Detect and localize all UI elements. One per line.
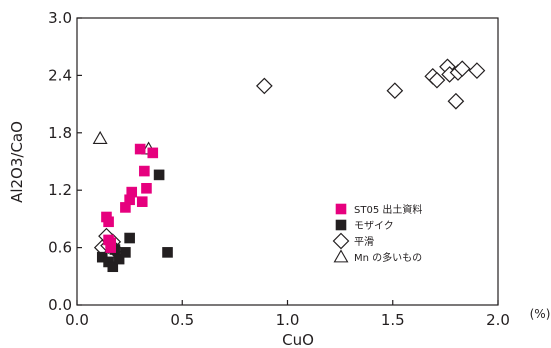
data-point	[92, 130, 108, 144]
legend-marker	[332, 232, 350, 250]
x-axis-unit: (%)	[530, 307, 551, 321]
data-point	[147, 147, 159, 159]
data-point	[105, 242, 116, 253]
data-marks	[92, 58, 486, 273]
y-tick-label: 0.0	[48, 296, 72, 314]
legend-marker	[333, 249, 349, 263]
data-point	[134, 143, 146, 155]
data-point	[428, 71, 446, 89]
y-tick-label: 3.0	[48, 9, 72, 27]
legend-label: モザイク	[354, 220, 394, 232]
data-point	[162, 247, 173, 258]
data-point	[103, 216, 114, 228]
legend-marker	[335, 219, 347, 231]
data-point	[124, 232, 135, 244]
x-axis-title: CuO	[282, 331, 314, 348]
data-point	[255, 77, 273, 95]
x-tick-label: 0.5	[170, 311, 194, 329]
x-tick-label: 0.0	[65, 311, 89, 329]
legend-label: Mn の多いもの	[354, 251, 422, 264]
y-tick-label: 0.6	[48, 239, 72, 257]
data-point	[453, 60, 471, 78]
plot-frame	[76, 17, 499, 306]
y-axis-title: Al2O3/CaO	[8, 121, 26, 203]
y-tick-label: 1.8	[48, 124, 72, 142]
data-point	[468, 62, 486, 79]
y-tick-label: 1.2	[48, 181, 72, 199]
x-tick-label: 2.0	[486, 311, 510, 329]
data-point	[447, 92, 465, 110]
legend-marker	[335, 203, 347, 215]
legend-label: ST05 出土資料	[354, 203, 422, 216]
data-point	[126, 186, 138, 198]
axis-ticks: 0.0 0.5 1.0 1.5 2.0 0.0 0.6 1.2 1.8 2.4 3.0	[48, 9, 510, 329]
data-point	[113, 253, 125, 265]
axes	[76, 17, 499, 306]
data-point	[386, 82, 404, 100]
legend-label: 平滑	[354, 236, 374, 248]
data-point	[139, 165, 150, 177]
x-tick-label: 1.5	[381, 311, 405, 329]
data-point	[136, 196, 148, 207]
data-point	[153, 169, 165, 181]
axis-labels: CuO (%) Al2O3/CaO	[8, 121, 550, 348]
x-tick-label: 1.0	[276, 311, 300, 329]
data-point	[120, 247, 131, 258]
y-tick-label: 2.4	[48, 66, 72, 84]
data-point	[107, 261, 119, 273]
data-point	[141, 182, 152, 194]
series-0	[101, 143, 159, 253]
